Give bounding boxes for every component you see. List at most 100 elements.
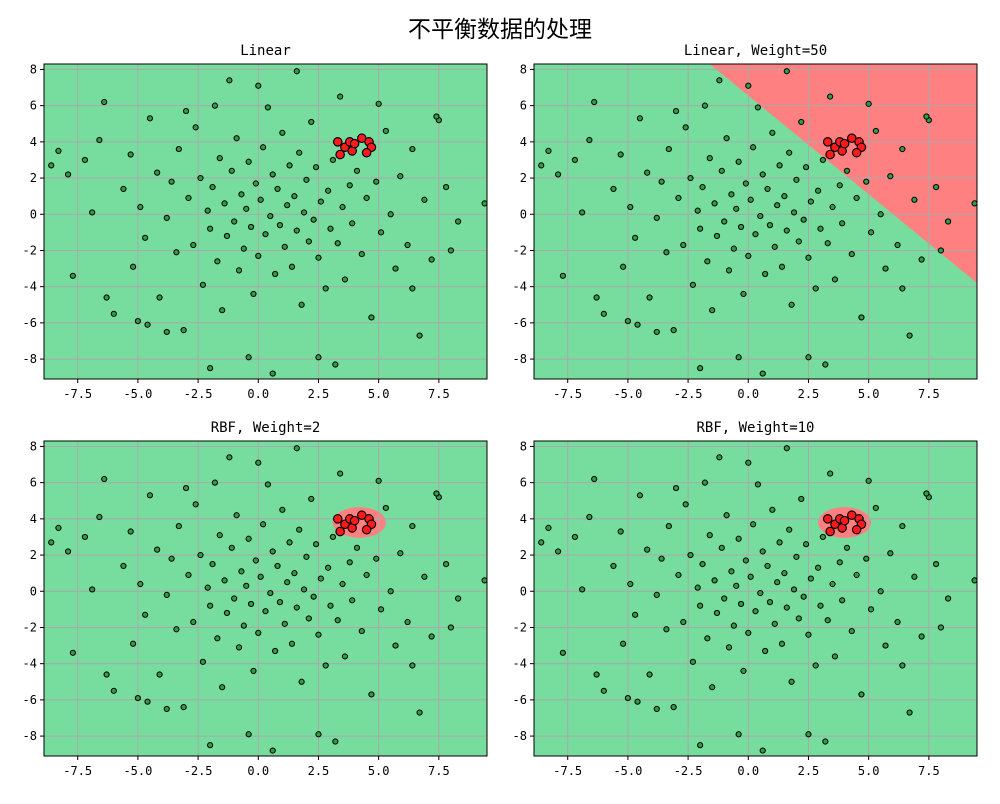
majority-point <box>310 216 317 223</box>
majority-point <box>586 513 593 521</box>
majority-point <box>863 178 870 185</box>
majority-point <box>790 209 798 216</box>
majority-point <box>747 196 754 203</box>
majority-point <box>764 185 771 193</box>
majority-point <box>632 234 639 241</box>
majority-point <box>214 635 221 642</box>
majority-point <box>766 599 774 606</box>
x-tick-label: -5.0 <box>123 387 152 401</box>
majority-point <box>182 107 190 115</box>
majority-point <box>752 231 759 238</box>
majority-point <box>317 198 324 205</box>
majority-point <box>653 591 660 598</box>
majority-point <box>783 604 790 611</box>
x-tick-label: 5.0 <box>858 387 880 401</box>
majority-point <box>697 602 704 609</box>
majority-point <box>781 570 788 577</box>
majority-point <box>204 207 211 214</box>
majority-point <box>308 495 315 503</box>
majority-point <box>416 709 423 716</box>
majority-point <box>644 546 651 553</box>
majority-point <box>409 662 416 669</box>
majority-point <box>865 100 872 107</box>
x-tick-label: 0.0 <box>737 387 759 401</box>
majority-point <box>315 254 322 261</box>
y-tick-label: -4 <box>23 280 37 294</box>
majority-point <box>442 184 450 191</box>
majority-point <box>110 310 117 317</box>
majority-point <box>858 314 865 321</box>
majority-point <box>848 250 855 258</box>
majority-point <box>272 270 279 278</box>
majority-point <box>694 207 701 214</box>
majority-point <box>382 504 389 512</box>
majority-point <box>163 328 170 336</box>
majority-point <box>754 104 762 111</box>
majority-point <box>259 144 267 151</box>
y-tick-label: -2 <box>23 620 37 634</box>
majority-point <box>89 209 96 216</box>
majority-point <box>146 115 154 122</box>
majority-point <box>190 618 197 626</box>
majority-point <box>274 185 281 193</box>
majority-point <box>697 742 704 749</box>
majority-point <box>759 171 766 178</box>
majority-point <box>627 580 634 588</box>
majority-point <box>211 102 219 109</box>
minority-point <box>839 138 850 149</box>
majority-point <box>315 731 322 738</box>
majority-point <box>653 214 660 221</box>
majority-point <box>634 698 641 705</box>
majority-point <box>308 118 315 126</box>
majority-point <box>579 586 586 593</box>
y-tick-label: -8 <box>23 729 37 743</box>
majority-point <box>827 470 834 477</box>
majority-point <box>382 127 389 135</box>
majority-point <box>252 557 259 564</box>
majority-point <box>824 240 831 247</box>
majority-point <box>824 617 831 624</box>
majority-point <box>219 684 226 691</box>
majority-point <box>48 162 55 169</box>
majority-point <box>843 167 851 174</box>
majority-point <box>882 642 889 649</box>
majority-point <box>310 593 317 600</box>
majority-point <box>697 225 704 232</box>
majority-point <box>579 209 586 216</box>
majority-point <box>185 571 192 579</box>
majority-point <box>209 561 216 568</box>
majority-point <box>672 484 680 492</box>
majority-point <box>142 234 149 241</box>
majority-point <box>701 479 709 486</box>
majority-point <box>812 285 819 292</box>
majority-point <box>538 162 545 169</box>
majority-point <box>764 562 771 570</box>
majority-point <box>788 678 795 685</box>
majority-point <box>284 579 291 586</box>
minority-point <box>825 526 835 537</box>
majority-point <box>358 627 365 635</box>
majority-point <box>175 522 182 530</box>
majority-point <box>185 194 192 202</box>
majority-point <box>180 327 187 334</box>
majority-point <box>101 98 108 106</box>
majority-point <box>209 184 216 191</box>
majority-point <box>332 361 339 368</box>
majority-point <box>373 555 380 562</box>
majority-point <box>339 203 346 211</box>
y-tick-label: 0 <box>520 584 527 598</box>
majority-point <box>392 642 399 649</box>
majority-point <box>591 475 598 483</box>
majority-point <box>329 156 337 164</box>
majority-point <box>55 147 62 154</box>
figure-title: 不平衡数据的处理 <box>408 17 592 43</box>
majority-point <box>154 546 161 553</box>
majority-point <box>207 225 214 232</box>
y-tick-label: 8 <box>520 439 527 453</box>
majority-point <box>774 579 781 586</box>
majority-point <box>428 256 435 263</box>
subplot-title: Linear, Weight=50 <box>684 43 827 59</box>
majority-point <box>127 151 134 158</box>
majority-point <box>923 113 930 120</box>
